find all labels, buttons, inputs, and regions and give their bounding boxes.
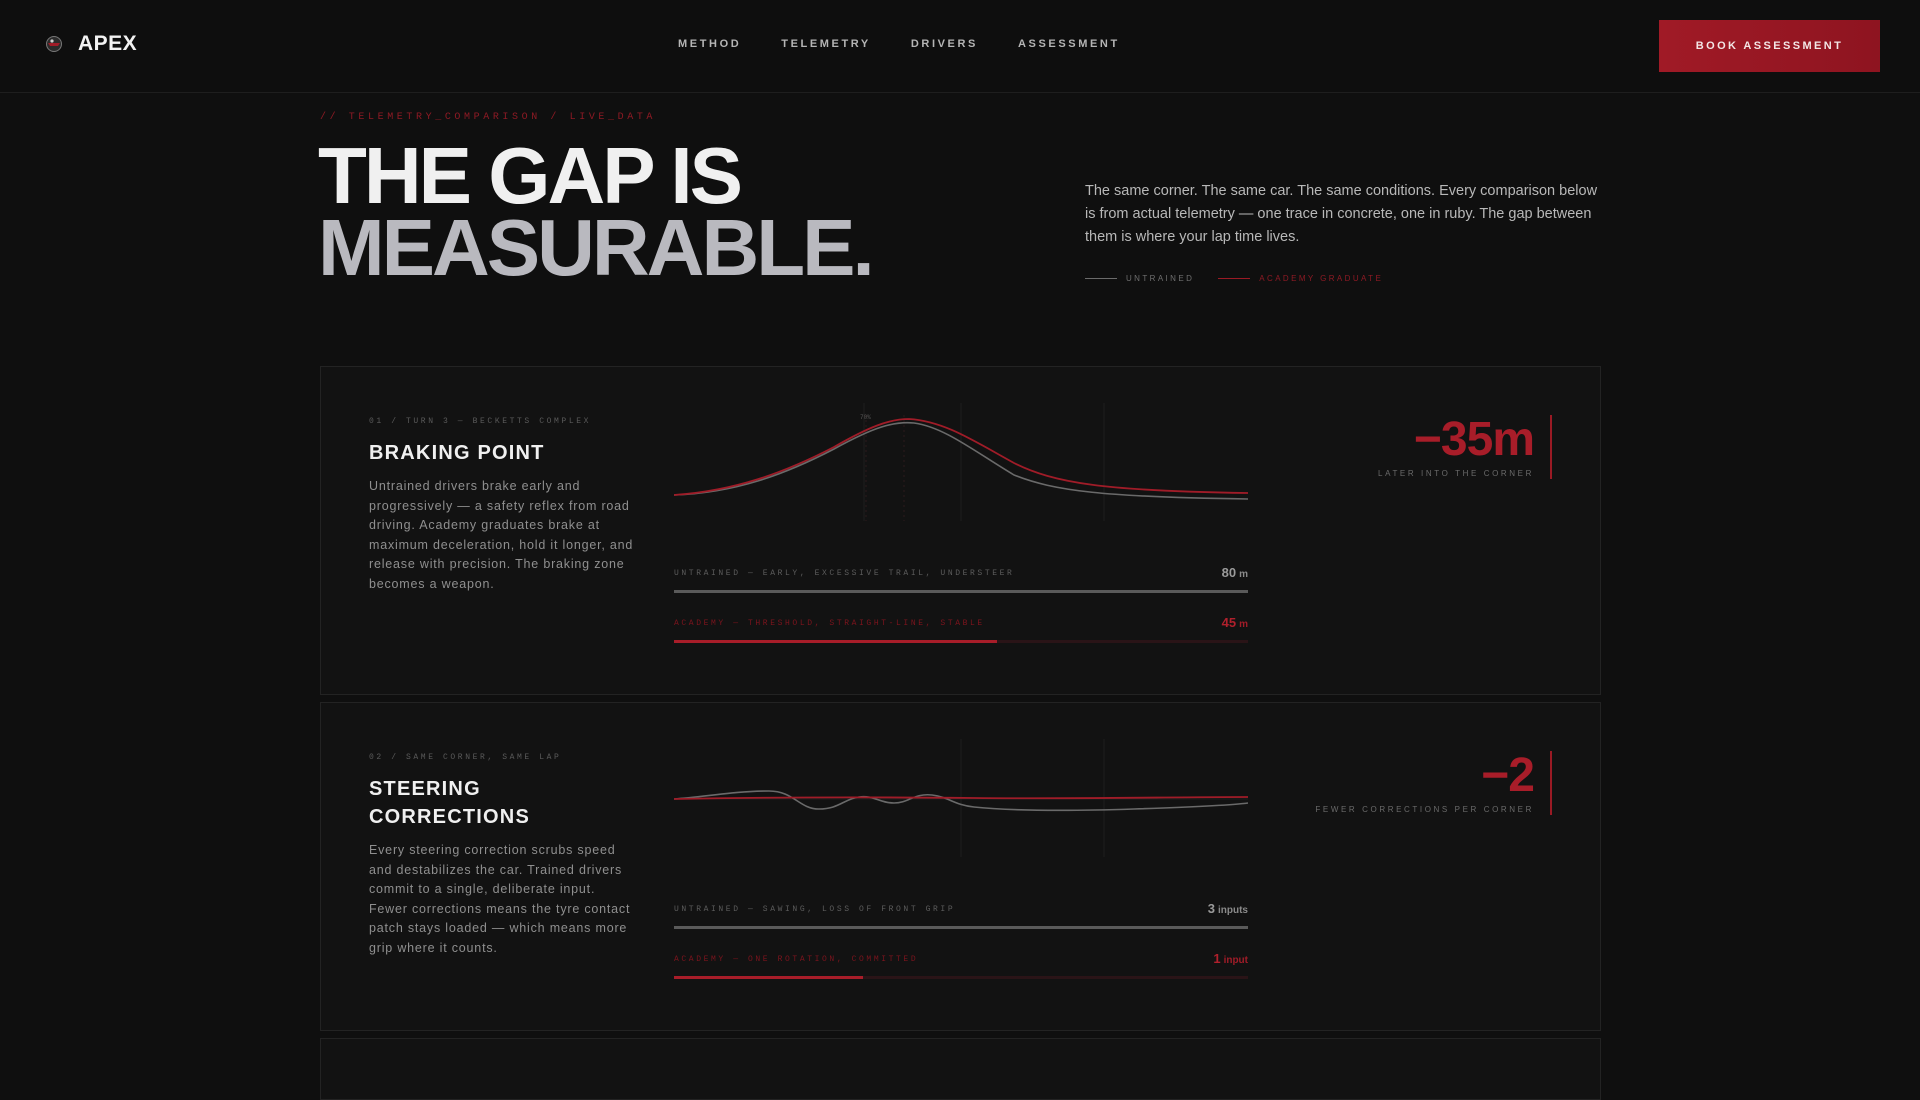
card-meta: 02 / SAME CORNER, SAME LAP	[369, 753, 562, 762]
untrained-trace	[674, 421, 1248, 500]
top-navigation-bar: APEX METHOD TELEMETRY DRIVERS ASSESSMENT…	[0, 0, 1920, 93]
comparison-card-braking: 01 / TURN 3 — BECKETTS COMPLEX BRAKING P…	[320, 366, 1601, 695]
legend-label-untrained: UNTRAINED	[1126, 274, 1195, 283]
academy-metric-label: ACADEMY — ONE ROTATION, COMMITTED	[674, 955, 919, 964]
page-headline: THE GAP IS MEASURABLE.	[318, 131, 875, 292]
steering-stat: −2 FEWER CORRECTIONS PER CORNER	[1315, 751, 1552, 815]
untrained-value-number: 3	[1207, 901, 1215, 916]
academy-metric-row: ACADEMY — THRESHOLD, STRAIGHT-LINE, STAB…	[674, 615, 1248, 655]
stat-value: −35m	[1413, 413, 1535, 466]
untrained-bar-track	[674, 590, 1248, 593]
legend-swatch-academy	[1218, 278, 1251, 279]
trace-legend: UNTRAINED ACADEMY GRADUATE	[1085, 274, 1407, 283]
untrained-metric-row: UNTRAINED — EARLY, EXCESSIVE TRAIL, UNDE…	[674, 565, 1248, 605]
academy-bar-track	[674, 976, 1248, 979]
untrained-bar-track	[674, 926, 1248, 929]
nav-assessment[interactable]: ASSESSMENT	[1017, 38, 1120, 50]
academy-value-unit: input	[1223, 955, 1248, 966]
headline-line-1: THE GAP IS	[318, 131, 743, 220]
stat-caption: LATER INTO THE CORNER	[1378, 469, 1534, 478]
academy-bar-fill	[674, 976, 864, 979]
card-title: STEERING CORRECTIONS	[369, 778, 530, 828]
academy-value-number: 45	[1221, 615, 1237, 630]
untrained-value-unit: inputs	[1218, 905, 1248, 916]
academy-value-unit: m	[1239, 619, 1248, 630]
untrained-trace	[674, 790, 1248, 812]
book-assessment-button[interactable]: BOOK ASSESSMENT	[1659, 20, 1880, 72]
untrained-metric-row: UNTRAINED — SAWING, LOSS OF FRONT GRIP 3…	[674, 901, 1248, 941]
card-body: Every steering correction scrubs speed a…	[369, 843, 631, 955]
academy-bar-track	[674, 640, 1248, 643]
card-meta: 01 / TURN 3 — BECKETTS COMPLEX	[369, 417, 592, 426]
legend-label-academy: ACADEMY GRADUATE	[1259, 274, 1384, 283]
card-body: Untrained drivers brake early and progre…	[369, 479, 634, 591]
academy-metric-value: 45 m	[1222, 615, 1248, 630]
comparison-card-next	[320, 1038, 1601, 1100]
untrained-value-unit: m	[1239, 569, 1248, 580]
academy-metric-row: ACADEMY — ONE ROTATION, COMMITTED 1 input	[674, 951, 1248, 991]
nav-method[interactable]: METHOD	[678, 38, 742, 50]
helmet-icon	[46, 36, 62, 52]
academy-trace	[674, 796, 1248, 800]
untrained-value-number: 80	[1221, 565, 1237, 580]
untrained-metric-label: UNTRAINED — EARLY, EXCESSIVE TRAIL, UNDE…	[674, 569, 1015, 578]
braking-trace-chart: 70%	[674, 403, 1248, 521]
academy-metric-label: ACADEMY — THRESHOLD, STRAIGHT-LINE, STAB…	[674, 619, 985, 628]
steering-trace-chart	[674, 739, 1248, 857]
untrained-metric-label: UNTRAINED — SAWING, LOSS OF FRONT GRIP	[674, 905, 956, 914]
academy-bar-fill	[674, 640, 997, 643]
stat-value: −2	[1481, 749, 1535, 802]
academy-metric-value: 1 input	[1213, 951, 1248, 966]
comparison-card-steering: 02 / SAME CORNER, SAME LAP STEERING CORR…	[320, 702, 1601, 1031]
academy-value-number: 1	[1213, 951, 1221, 966]
chart-peak-label: 70%	[860, 414, 871, 421]
untrained-bar-fill	[674, 590, 1248, 593]
braking-stat: −35m LATER INTO THE CORNER	[1378, 415, 1552, 479]
headline-line-2: MEASURABLE.	[318, 203, 875, 292]
brand-name: APEX	[78, 32, 138, 55]
academy-trace	[674, 418, 1248, 496]
nav-drivers[interactable]: DRIVERS	[910, 38, 978, 50]
section-eyebrow: // TELEMETRY_COMPARISON / LIVE_DATA	[320, 112, 657, 123]
untrained-bar-fill	[674, 926, 1248, 929]
main-nav: METHOD TELEMETRY DRIVERS ASSESSMENT	[678, 38, 1160, 50]
untrained-metric-value: 3 inputs	[1208, 901, 1248, 916]
nav-telemetry[interactable]: TELEMETRY	[781, 38, 871, 50]
legend-swatch-untrained	[1085, 278, 1117, 279]
untrained-metric-value: 80 m	[1222, 565, 1248, 580]
intro-paragraph: The same corner. The same car. The same …	[1085, 183, 1598, 245]
brand-logo[interactable]: APEX	[44, 32, 137, 56]
card-title: BRAKING POINT	[369, 442, 545, 464]
stat-caption: FEWER CORRECTIONS PER CORNER	[1315, 805, 1534, 814]
